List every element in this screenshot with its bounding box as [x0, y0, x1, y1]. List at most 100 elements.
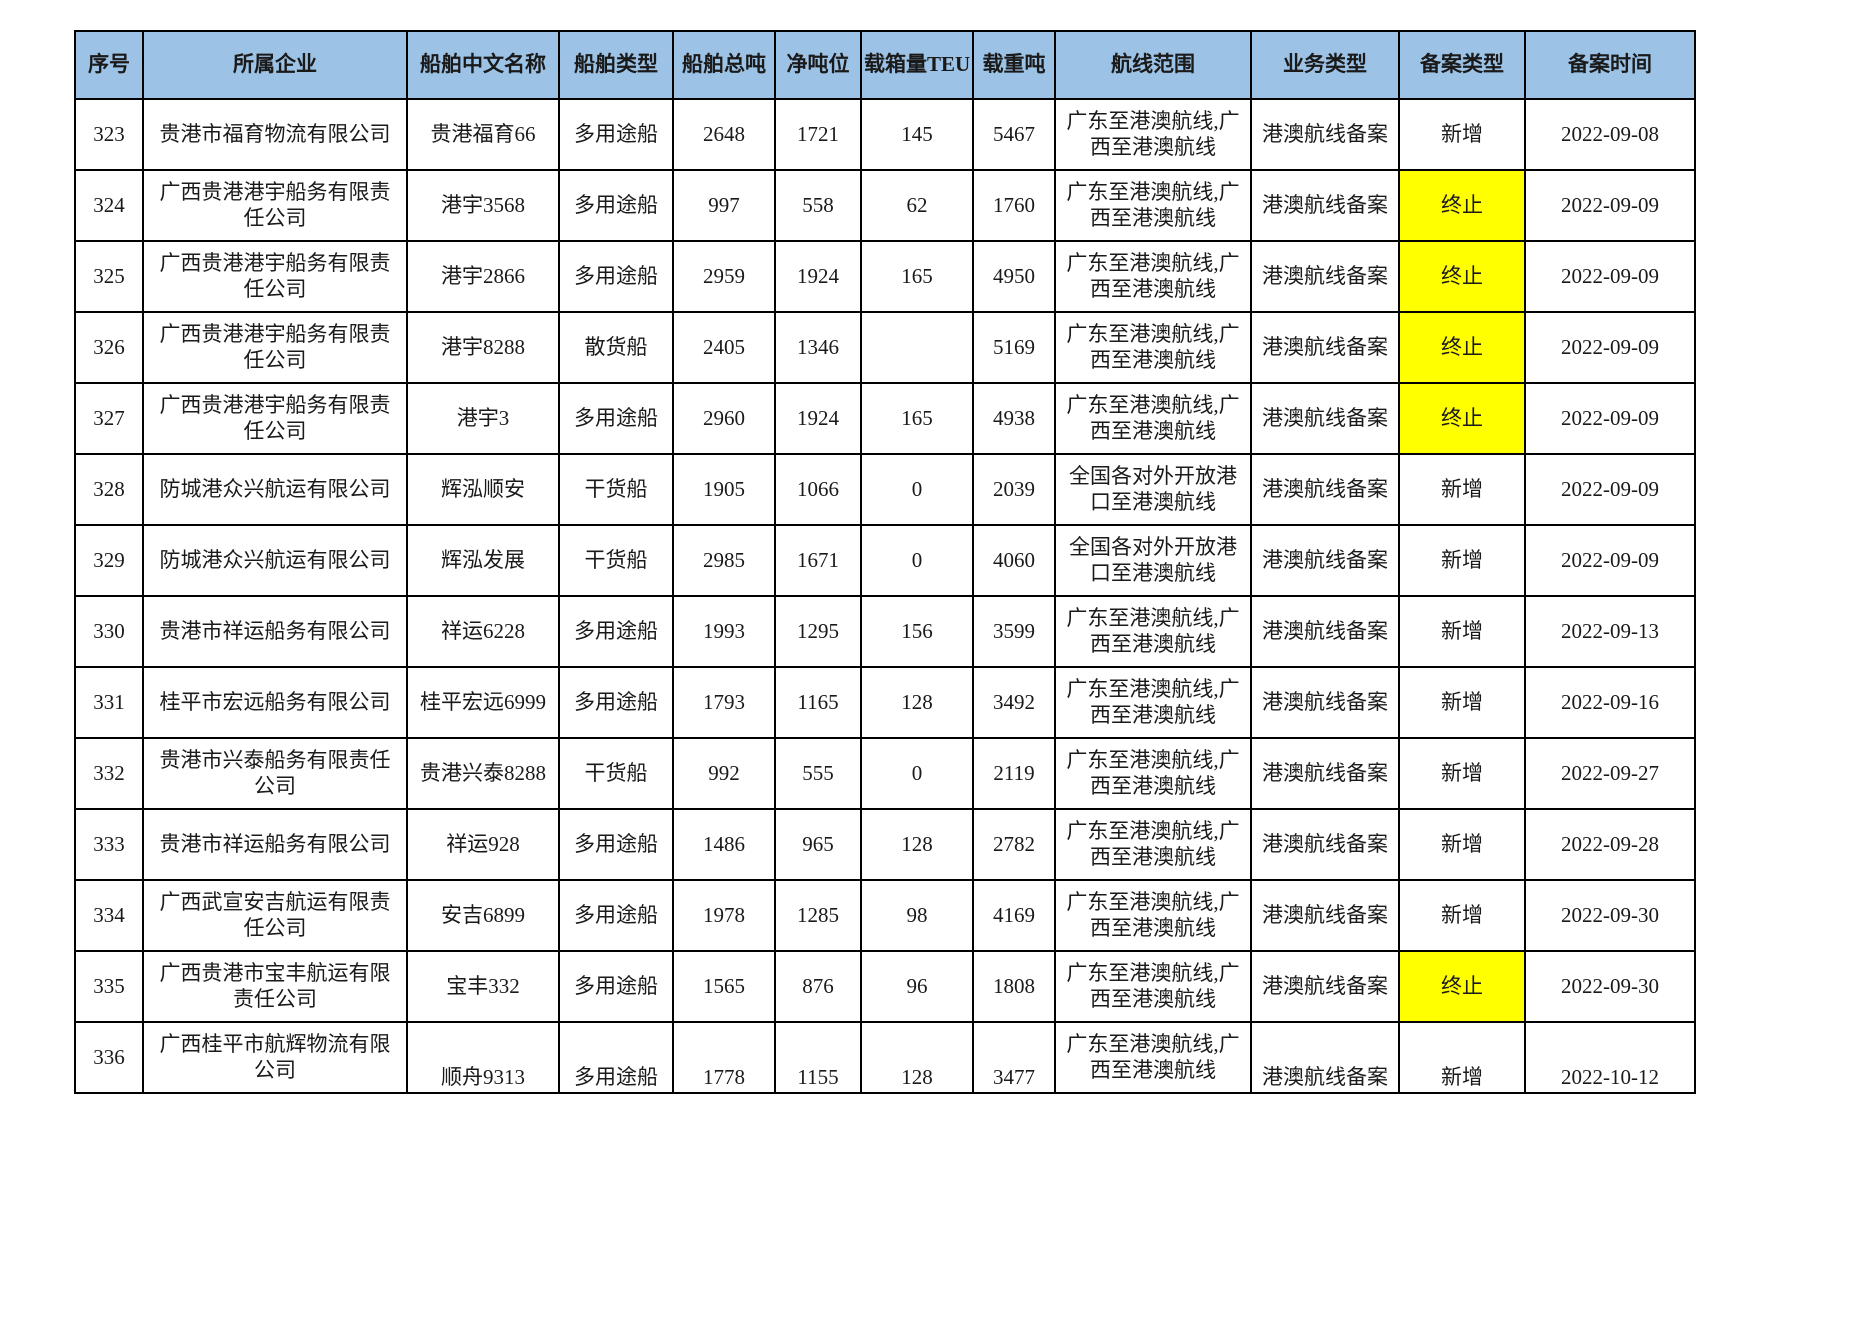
cell-net-tonnage: 555 [774, 737, 862, 810]
cell-gross-tonnage: 2960 [672, 382, 776, 455]
cell-company: 贵港市福育物流有限公司 [142, 98, 408, 171]
cell-business-type: 港澳航线备案 [1250, 666, 1400, 739]
cell-company: 广西贵港港宇船务有限责任公司 [142, 382, 408, 455]
cell-deadweight: 4938 [972, 382, 1056, 455]
cell-business-type: 港澳航线备案 [1250, 950, 1400, 1023]
cell-ship-type: 多用途船 [558, 382, 674, 455]
cell-ship-name: 祥运928 [406, 808, 560, 881]
table-row: 324 广西贵港港宇船务有限责任公司 港宇3568 多用途船 997 558 62 1760 广… [74, 169, 1696, 242]
table-row: 326 广西贵港港宇船务有限责任公司 港宇8288 散货船 2405 1346 5169 广东… [74, 311, 1696, 384]
cell-ship-name: 贵港福育66 [406, 98, 560, 171]
cell-index: 328 [74, 453, 144, 526]
cell-business-type: 港澳航线备案 [1250, 595, 1400, 668]
cell-filing-date: 2022-09-09 [1524, 311, 1696, 384]
cell-filing-type: 终止 [1398, 240, 1526, 313]
table-row: 325 广西贵港港宇船务有限责任公司 港宇2866 多用途船 2959 1924 165 49… [74, 240, 1696, 313]
cell-route: 广东至港澳航线,广西至港澳航线 [1054, 169, 1252, 242]
cell-gross-tonnage: 2405 [672, 311, 776, 384]
cell-index: 335 [74, 950, 144, 1023]
cell-filing-type: 新增 [1398, 737, 1526, 810]
cell-filing-date: 2022-09-09 [1524, 240, 1696, 313]
table-body: 序号 所属企业 船舶中文名称 船舶类型 船舶总吨 净吨位 载箱量TEU 载重吨 航线范围 业务类型… [74, 30, 1696, 1094]
cell-route: 广东至港澳航线,广西至港澳航线 [1054, 808, 1252, 881]
cell-filing-date: 2022-09-09 [1524, 169, 1696, 242]
cell-filing-type: 终止 [1398, 169, 1526, 242]
cell-company: 桂平市宏远船务有限公司 [142, 666, 408, 739]
cell-ship-name: 港宇2866 [406, 240, 560, 313]
cell-net-tonnage: 965 [774, 808, 862, 881]
cell-deadweight: 5169 [972, 311, 1056, 384]
cell-teu: 128 [860, 808, 974, 881]
cell-business-type: 港澳航线备案 [1250, 382, 1400, 455]
cell-gross-tonnage: 2985 [672, 524, 776, 597]
cell-teu: 0 [860, 524, 974, 597]
cell-ship-name: 贵港兴泰8288 [406, 737, 560, 810]
column-header-deadweight: 载重吨 [972, 30, 1056, 100]
cell-index: 336 [74, 1021, 144, 1094]
cell-company: 防城港众兴航运有限公司 [142, 524, 408, 597]
cell-filing-type: 新增 [1398, 808, 1526, 881]
cell-net-tonnage: 1721 [774, 98, 862, 171]
cell-filing-type: 新增 [1398, 666, 1526, 739]
cell-net-tonnage: 1165 [774, 666, 862, 739]
cell-net-tonnage: 1924 [774, 382, 862, 455]
cell-ship-name: 桂平宏远6999 [406, 666, 560, 739]
cell-route: 广东至港澳航线,广西至港澳航线 [1054, 950, 1252, 1023]
cell-route: 广东至港澳航线,广西至港澳航线 [1054, 240, 1252, 313]
cell-ship-name: 祥运6228 [406, 595, 560, 668]
cell-net-tonnage: 876 [774, 950, 862, 1023]
table-row: 334 广西武宣安吉航运有限责任公司 安吉6899 多用途船 1978 1285 98 416… [74, 879, 1696, 952]
cell-filing-date: 2022-09-09 [1524, 524, 1696, 597]
cell-gross-tonnage: 997 [672, 169, 776, 242]
cell-business-type: 港澳航线备案 [1250, 1021, 1400, 1094]
cell-teu: 96 [860, 950, 974, 1023]
cell-filing-date: 2022-09-08 [1524, 98, 1696, 171]
column-header-index: 序号 [74, 30, 144, 100]
cell-net-tonnage: 1066 [774, 453, 862, 526]
cell-teu: 165 [860, 240, 974, 313]
cell-teu: 98 [860, 879, 974, 952]
cell-gross-tonnage: 2959 [672, 240, 776, 313]
cell-ship-name: 辉泓顺安 [406, 453, 560, 526]
cell-company: 广西武宣安吉航运有限责任公司 [142, 879, 408, 952]
cell-ship-type: 多用途船 [558, 169, 674, 242]
cell-index: 324 [74, 169, 144, 242]
cell-filing-date: 2022-09-09 [1524, 453, 1696, 526]
cell-route: 广东至港澳航线,广西至港澳航线 [1054, 1021, 1252, 1094]
column-header-gross-tonnage: 船舶总吨 [672, 30, 776, 100]
table-row: 333 贵港市祥运船务有限公司 祥运928 多用途船 1486 965 128 2782 广东至… [74, 808, 1696, 881]
cell-ship-type: 多用途船 [558, 879, 674, 952]
cell-teu: 156 [860, 595, 974, 668]
cell-business-type: 港澳航线备案 [1250, 879, 1400, 952]
cell-ship-type: 多用途船 [558, 595, 674, 668]
cell-ship-type: 多用途船 [558, 808, 674, 881]
ship-filing-table: 序号 所属企业 船舶中文名称 船舶类型 船舶总吨 净吨位 载箱量TEU 载重吨 航线范围 业务类型… [74, 30, 1696, 1094]
cell-filing-type: 新增 [1398, 453, 1526, 526]
cell-route: 广东至港澳航线,广西至港澳航线 [1054, 879, 1252, 952]
cell-ship-name: 港宇8288 [406, 311, 560, 384]
cell-net-tonnage: 1346 [774, 311, 862, 384]
cell-gross-tonnage: 1486 [672, 808, 776, 881]
cell-filing-date: 2022-09-30 [1524, 950, 1696, 1023]
cell-net-tonnage: 1295 [774, 595, 862, 668]
table-row: 336 广西桂平市航辉物流有限公司 顺舟9313 多用途船 1778 1155 128 347… [74, 1021, 1696, 1094]
cell-deadweight: 2119 [972, 737, 1056, 810]
cell-net-tonnage: 1924 [774, 240, 862, 313]
cell-index: 330 [74, 595, 144, 668]
column-header-teu: 载箱量TEU [860, 30, 974, 100]
cell-filing-type: 新增 [1398, 524, 1526, 597]
cell-teu: 62 [860, 169, 974, 242]
cell-teu: 128 [860, 666, 974, 739]
column-header-net-tonnage: 净吨位 [774, 30, 862, 100]
cell-filing-type: 新增 [1398, 98, 1526, 171]
cell-gross-tonnage: 1565 [672, 950, 776, 1023]
cell-filing-date: 2022-09-13 [1524, 595, 1696, 668]
column-header-business-type: 业务类型 [1250, 30, 1400, 100]
cell-filing-date: 2022-09-30 [1524, 879, 1696, 952]
cell-business-type: 港澳航线备案 [1250, 737, 1400, 810]
cell-index: 327 [74, 382, 144, 455]
cell-company: 广西贵港港宇船务有限责任公司 [142, 169, 408, 242]
table-row: 331 桂平市宏远船务有限公司 桂平宏远6999 多用途船 1793 1165 128 349… [74, 666, 1696, 739]
cell-deadweight: 1808 [972, 950, 1056, 1023]
cell-gross-tonnage: 1993 [672, 595, 776, 668]
